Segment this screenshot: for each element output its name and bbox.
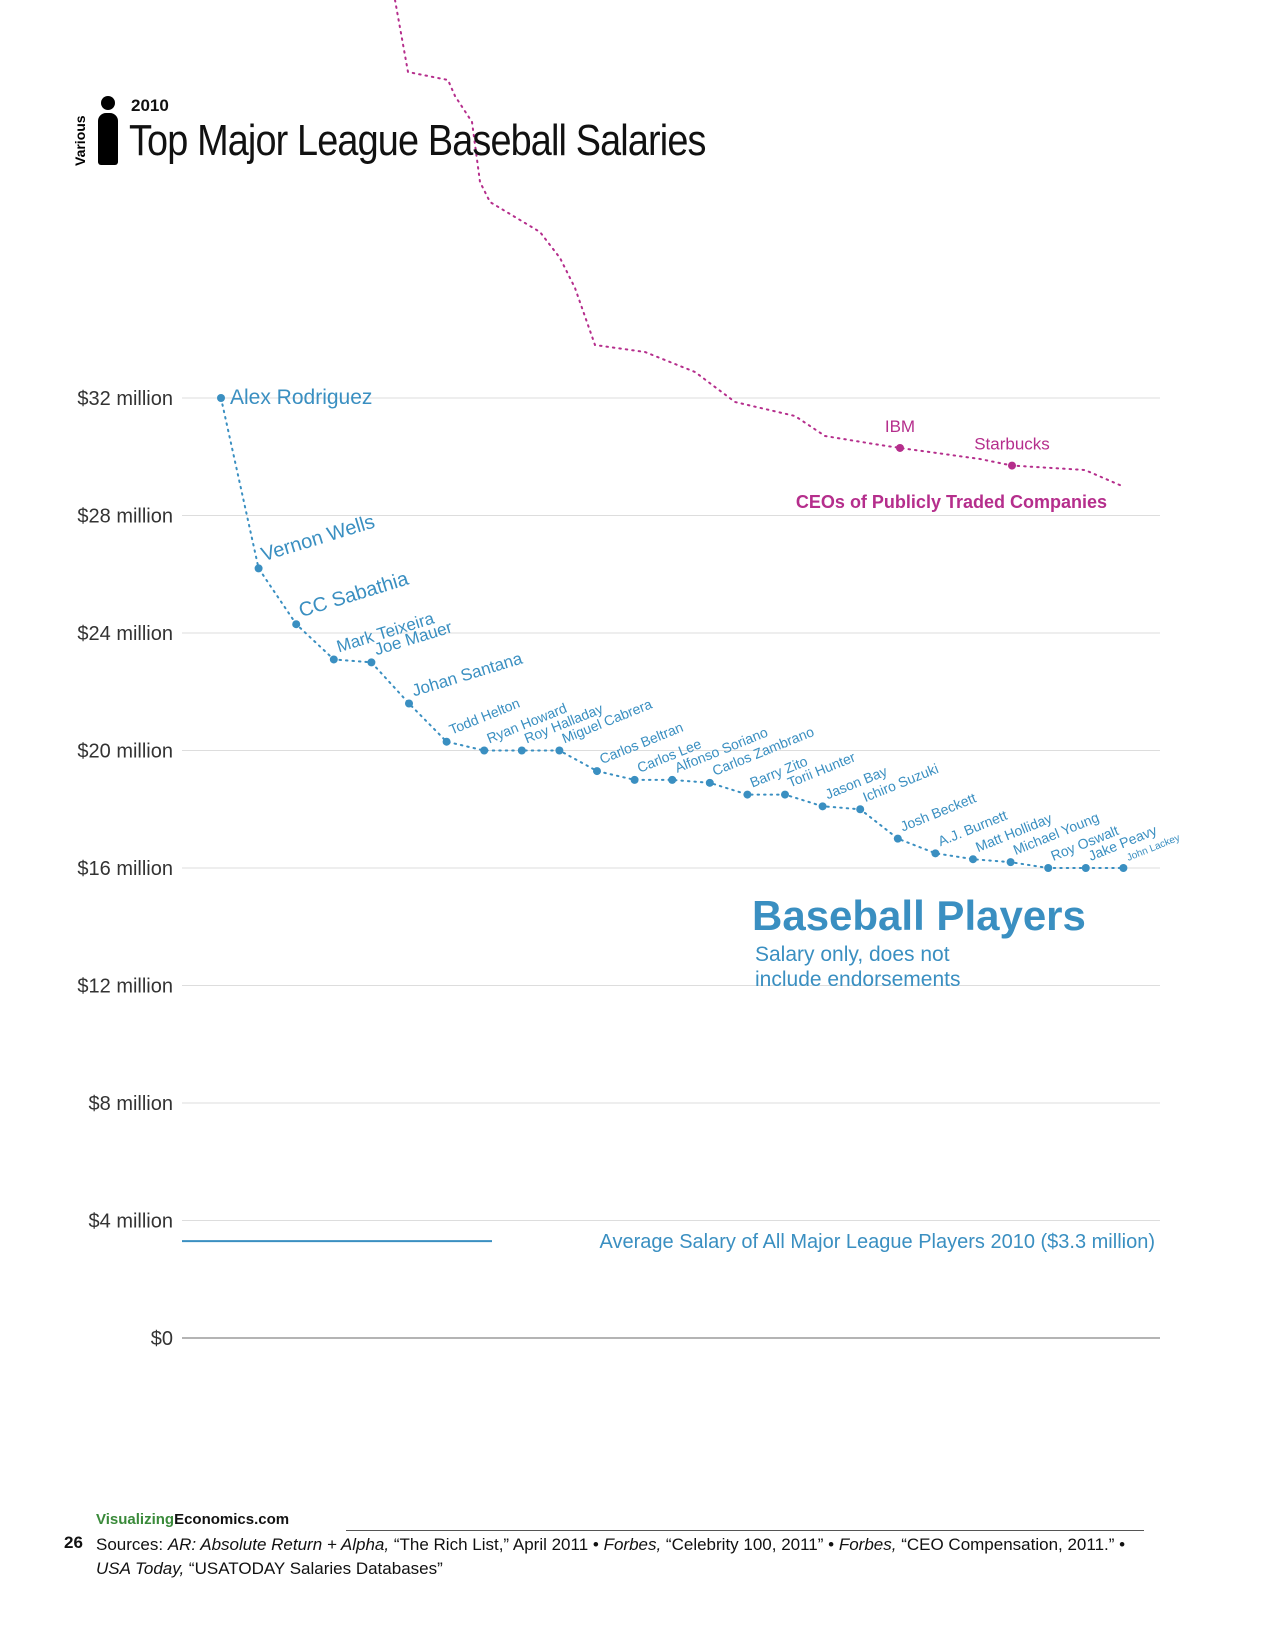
player-label: Alex Rodriguez	[230, 386, 372, 409]
sources-part: Sources:	[96, 1535, 168, 1554]
player-point	[705, 778, 714, 787]
player-label: CC Sabathia	[296, 568, 412, 622]
player-point	[480, 746, 489, 755]
sources-part: “CEO Compensation, 2011.” •	[896, 1535, 1126, 1554]
sources-part: “The Rich List,” April 2011 •	[389, 1535, 604, 1554]
ceo-label: Starbucks	[974, 435, 1050, 454]
site-name-part2: Economics.com	[174, 1511, 290, 1528]
site-name-part1: Visualizing	[96, 1511, 175, 1528]
player-point	[630, 775, 639, 784]
player-point	[818, 802, 827, 811]
ceo-line	[394, 0, 1123, 487]
player-point	[1081, 864, 1090, 872]
player-point	[1006, 858, 1015, 867]
player-point	[329, 655, 338, 664]
player-point	[517, 746, 526, 755]
sources-part: “Celebrity 100, 2011” •	[661, 1535, 839, 1554]
ceo-point	[1008, 461, 1016, 470]
sources-part: USA Today,	[96, 1559, 185, 1578]
page-number: 26	[64, 1533, 83, 1552]
players-subtitle-line2: include endorsements	[755, 968, 960, 991]
side-label: Various	[72, 115, 88, 166]
player-point	[781, 790, 789, 799]
footer-divider	[346, 1530, 1144, 1531]
player-point	[442, 737, 451, 746]
player-point	[931, 849, 940, 858]
y-tick-label: $20 million	[77, 741, 173, 763]
y-tick-label: $12 million	[77, 976, 173, 998]
site-name: VisualizingEconomics.com	[96, 1511, 289, 1528]
ceo-series-label: CEOs of Publicly Traded Companies	[796, 492, 1107, 512]
person-icon-head	[101, 96, 115, 110]
player-point	[292, 620, 301, 629]
y-tick-label: $32 million	[77, 388, 173, 410]
player-point	[217, 394, 225, 402]
player-point	[1119, 864, 1128, 872]
sources-part: AR: Absolute Return + Alpha,	[167, 1535, 390, 1554]
y-tick-label: $28 million	[77, 506, 173, 528]
y-tick-label: $8 million	[89, 1093, 173, 1115]
player-point	[555, 746, 564, 755]
player-point	[405, 699, 413, 708]
ceo-point	[896, 443, 904, 452]
sources-part: “USATODAY Salaries Databases”	[184, 1559, 443, 1578]
player-point	[893, 834, 902, 843]
players-subtitle-line1: Salary only, does not	[755, 943, 950, 966]
sources-part: Forbes,	[603, 1535, 662, 1554]
y-tick-label: $0	[151, 1328, 173, 1350]
player-point	[743, 790, 752, 799]
average-salary-label: Average Salary of All Major League Playe…	[600, 1231, 1156, 1253]
player-point	[593, 767, 601, 776]
player-point	[254, 564, 263, 573]
player-point	[1044, 864, 1053, 872]
player-point	[668, 775, 677, 784]
player-label: Johan Santana	[410, 649, 525, 701]
ceo-label: IBM	[885, 417, 915, 436]
page-title: Top Major League Baseball Salaries	[129, 116, 706, 165]
y-tick-label: $24 million	[77, 623, 173, 645]
header-year: 2010	[131, 96, 169, 115]
player-label: Vernon Wells	[259, 511, 378, 566]
player-point	[856, 805, 865, 814]
sources-text: Sources: AR: Absolute Return + Alpha, “T…	[96, 1533, 1156, 1581]
y-tick-label: $4 million	[89, 1211, 173, 1233]
y-tick-label: $16 million	[77, 858, 173, 880]
player-point	[367, 658, 376, 667]
sources-part: Forbes,	[838, 1535, 897, 1554]
player-point	[969, 855, 977, 864]
person-icon	[98, 113, 118, 165]
players-series-label: Baseball Players	[752, 892, 1086, 939]
